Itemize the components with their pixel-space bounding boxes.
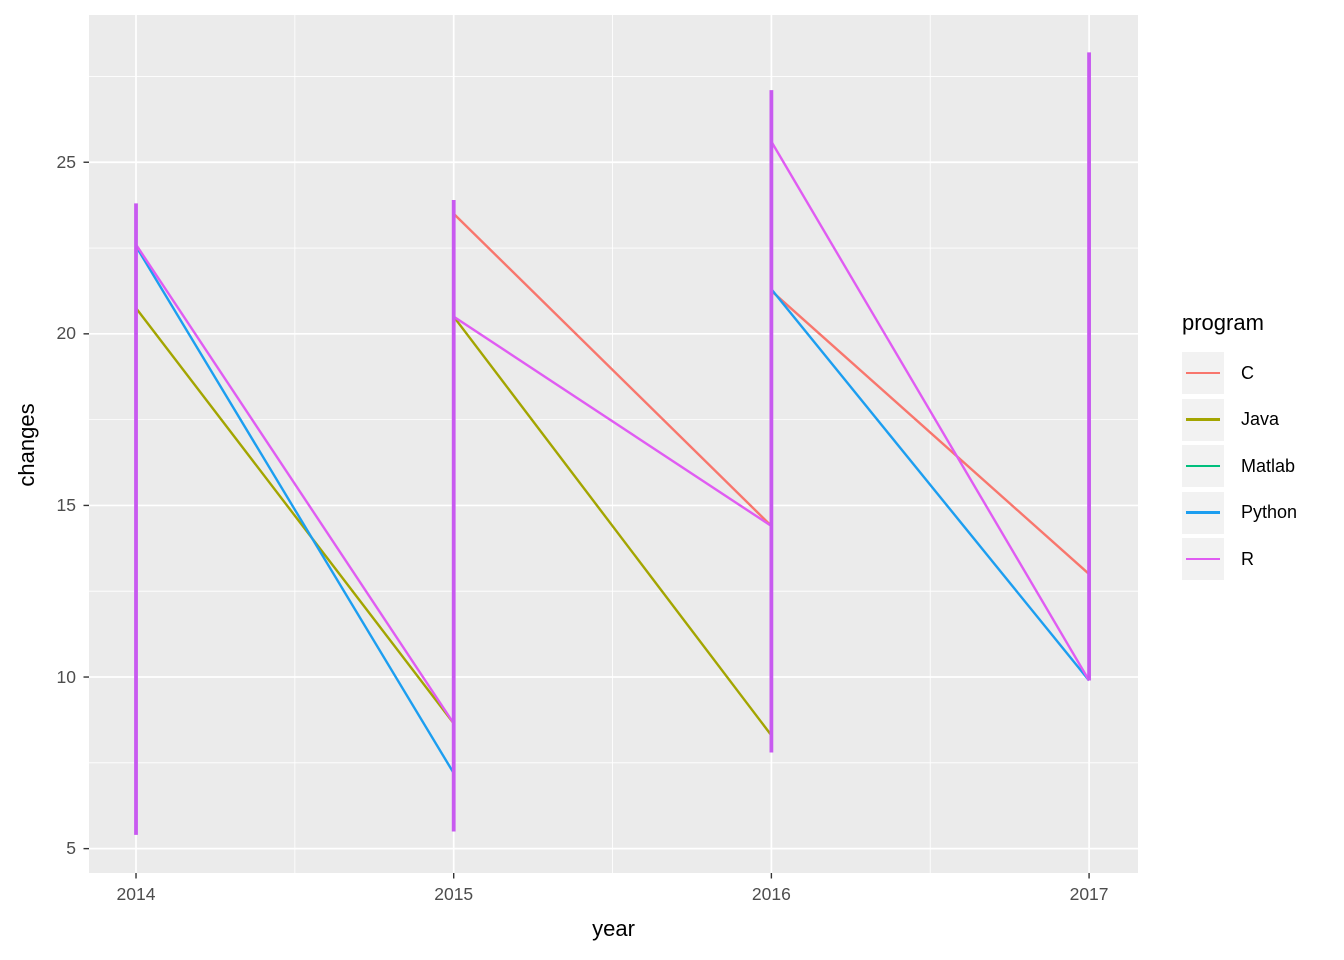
legend-title: program [1182,310,1264,335]
gridlines-minor [89,15,1138,873]
panel-background [89,15,1138,873]
y-axis-title: changes [14,403,39,487]
legend-item-matlab: Matlab [1182,445,1297,487]
legend-key-icon [1182,352,1224,394]
legend-key-icon [1182,491,1224,534]
x-tick-label: 2016 [751,884,791,904]
x-tick-label: 2014 [116,884,156,904]
series-line-java [135,307,455,725]
legend-key-icon [1182,538,1224,580]
legend-item-java: Java [1182,398,1297,441]
series-line-python [134,245,455,774]
y-tick-label: 25 [56,151,76,172]
y-tick-label: 5 [66,838,76,859]
vertical-lines [134,52,1091,835]
series-line-python [770,288,1091,682]
legend-item-c: C [1182,352,1297,394]
legend-line-swatch-icon [1186,371,1220,375]
legend-item-label: Matlab [1241,455,1296,476]
legend-item-r: R [1182,538,1297,580]
legend: program C Java Matlab Python R [1182,310,1297,585]
x-axis-title: year [592,916,635,941]
legend-line-swatch-icon [1186,557,1220,561]
legend-items: C Java Matlab Python R [1182,352,1297,580]
series-line-c [770,290,1090,575]
series-line-r [453,315,773,528]
y-tick-label: 20 [56,323,76,344]
legend-line-swatch-icon [1186,511,1220,514]
legend-item-label: C [1241,362,1254,383]
series-line-r [135,243,455,725]
x-tick-label: 2017 [1069,884,1109,904]
legend-item-label: Python [1241,502,1298,522]
series-line-java [452,315,773,737]
series-line-c [452,212,773,527]
legend-item-python: Python [1182,491,1298,534]
legend-line-swatch-icon [1186,418,1220,421]
legend-line-swatch-icon [1186,464,1220,468]
legend-item-label: Java [1241,409,1280,429]
legend-key-icon [1182,398,1224,441]
y-tick-label: 10 [56,666,76,687]
series-lines [134,141,1091,774]
legend-item-label: R [1241,548,1254,569]
tick-marks [83,161,1090,879]
y-tick-label: 15 [56,494,76,515]
series-line-r [770,141,1091,682]
x-tick-label: 2015 [434,884,474,904]
legend-key-icon [1182,445,1224,487]
